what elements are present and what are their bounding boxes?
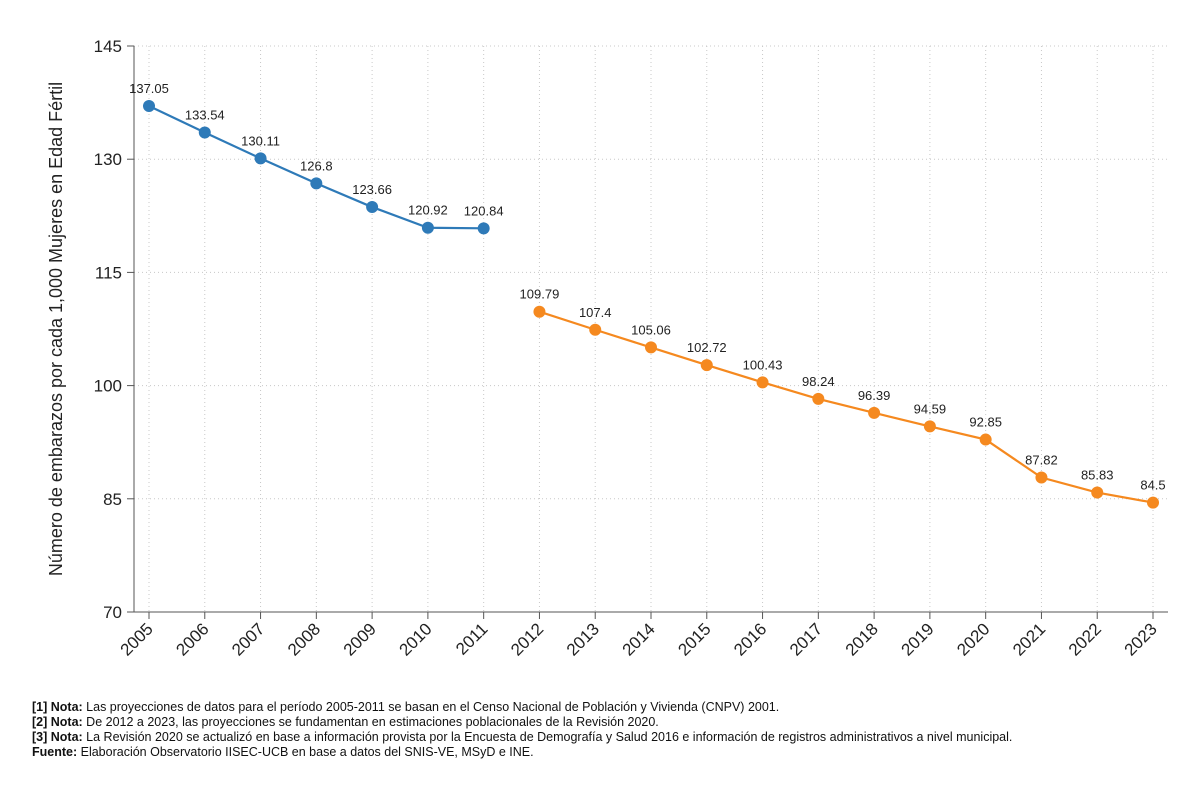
x-tick-label-2006: 2006: [172, 619, 212, 659]
x-tick-label-2016: 2016: [730, 619, 770, 659]
series-2-label-2018: 96.39: [858, 388, 891, 403]
series-1-label-2008: 126.8: [300, 158, 333, 173]
y-tick-label-130: 130: [94, 150, 122, 169]
y-tick-label-85: 85: [103, 490, 122, 509]
series-1-point-2006: [198, 126, 211, 139]
series-2-point-2013: [589, 323, 602, 336]
series-2-point-2022: [1091, 486, 1104, 499]
source-key: Fuente:: [32, 745, 78, 759]
series-2-label-2013: 107.4: [579, 305, 612, 320]
series-2-point-2014: [645, 341, 657, 354]
line-chart: 70 85 100 115 130 145 2005 2006 2007 2008 2009 2010…: [46, 37, 1168, 660]
series-2-point-2016: [756, 376, 769, 389]
series-2-label-2022: 85.83: [1081, 468, 1114, 483]
series-2-label-2019: 94.59: [914, 401, 947, 416]
x-tick-label-2009: 2009: [340, 619, 380, 659]
series-1-label-2010: 120.92: [408, 203, 448, 218]
x-tick-label-2012: 2012: [507, 619, 547, 659]
x-tick-label-2013: 2013: [563, 619, 603, 659]
y-tick-label-70: 70: [103, 603, 122, 622]
x-tick-label-2010: 2010: [396, 619, 436, 659]
series-2-line: [539, 310, 1154, 504]
x-tick-label-2015: 2015: [674, 619, 714, 659]
note-3-text: La Revisión 2020 se actualizó en base a …: [82, 730, 1013, 744]
series-2-label-2015: 102.72: [687, 340, 727, 355]
series-2-point-2021: [1035, 471, 1048, 484]
series-1-label-2009: 123.66: [352, 182, 392, 197]
series-2-point-2019: [923, 420, 936, 433]
y-tick-label-115: 115: [95, 263, 122, 282]
series-1-point-2010: [421, 221, 434, 234]
series-1-point-2009: [366, 201, 379, 214]
x-tick-label-2007: 2007: [228, 619, 268, 659]
x-tick-label-2018: 2018: [842, 619, 882, 659]
x-tick-label-2023: 2023: [1121, 619, 1161, 659]
series-1-label-2005: 137.05: [129, 81, 169, 96]
series-2-label-2012: 109.79: [520, 287, 560, 302]
x-tick-label-2008: 2008: [284, 619, 324, 659]
chart-svg: 70 85 100 115 130 145 2005 2006 2007 2008 2009 2010…: [46, 37, 1168, 660]
series-2-point-2015: [700, 359, 713, 372]
footnotes: [1] Nota: Las proyecciones de datos para…: [32, 700, 1182, 760]
source-line: Fuente: Elaboración Observatorio IISEC-U…: [32, 745, 1182, 760]
series-2-point-2012: [533, 305, 546, 318]
series-1-point-2007: [254, 152, 267, 165]
series-2-label-2021: 87.82: [1025, 453, 1058, 468]
series-1-point-2005: [143, 99, 155, 112]
note-1: [1] Nota: Las proyecciones de datos para…: [32, 700, 1182, 715]
x-tick-label-2005: 2005: [117, 619, 157, 659]
x-tick-label-2022: 2022: [1065, 619, 1105, 659]
source-text: Elaboración Observatorio IISEC-UCB en ba…: [77, 745, 534, 759]
y-tick-label-100: 100: [94, 377, 122, 396]
x-tick-label-2017: 2017: [786, 619, 826, 659]
note-2-text: De 2012 a 2023, las proyecciones se fund…: [82, 715, 659, 729]
series-1-label-2007: 130.11: [241, 133, 280, 148]
note-1-text: Las proyecciones de datos para el períod…: [82, 700, 780, 714]
series-2-point-2023: [1147, 496, 1159, 509]
series-2-point-2020: [979, 433, 992, 446]
series-2-label-2020: 92.85: [969, 415, 1002, 430]
series-2-label-2017: 98.24: [802, 374, 835, 389]
series-1-point-2011: [477, 222, 490, 235]
x-tick-label-2019: 2019: [898, 619, 938, 659]
series-1-label-2011: 120.84: [464, 203, 504, 218]
note-2: [2] Nota: De 2012 a 2023, las proyeccion…: [32, 715, 1182, 730]
series-2-label-2014: 105.06: [631, 322, 671, 337]
series-1-point-2008: [310, 177, 323, 190]
series-2-point-2017: [812, 392, 825, 405]
x-tick-label-2021: 2021: [1009, 619, 1049, 659]
x-tick-label-2011: 2011: [452, 619, 491, 658]
note-2-key: [2] Nota:: [32, 715, 83, 729]
note-3-key: [3] Nota:: [32, 730, 83, 744]
x-tick-label-2014: 2014: [619, 619, 659, 659]
x-tick-label-2020: 2020: [953, 619, 993, 659]
series-2-label-2016: 100.43: [743, 357, 783, 372]
y-tick-label-145: 145: [94, 37, 122, 56]
series-1-label-2006: 133.54: [185, 107, 225, 122]
y-axis-title: Número de embarazos por cada 1,000 Mujer…: [46, 82, 66, 576]
note-1-key: [1] Nota:: [32, 700, 83, 714]
series-2-point-2018: [868, 406, 881, 419]
series-2-label-2023: 84.5: [1140, 478, 1165, 493]
note-3: [3] Nota: La Revisión 2020 se actualizó …: [32, 730, 1182, 745]
